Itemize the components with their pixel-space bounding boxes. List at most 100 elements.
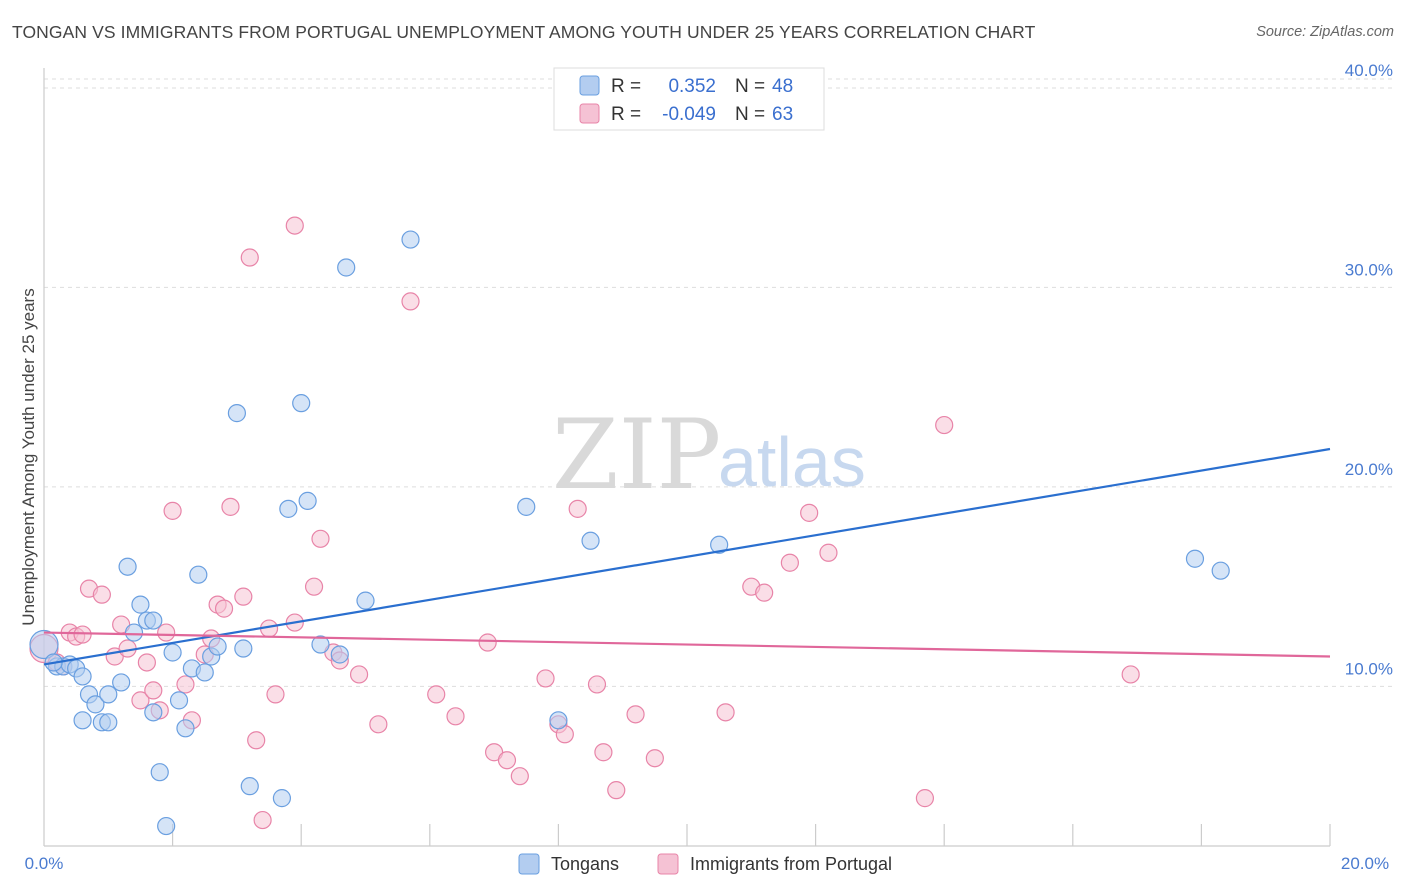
series-immigrants-from-portugal — [29, 216, 1140, 830]
y-axis-label: Unemployment Among Youth under 25 years — [19, 288, 38, 625]
y-tick-label-10: 10.0% — [1345, 659, 1393, 678]
point-tongans-38 — [337, 258, 356, 277]
point-portugal-62 — [1121, 665, 1140, 684]
point-tongans-22 — [169, 691, 189, 710]
point-tongans-5 — [73, 667, 92, 686]
point-tongans-19 — [150, 763, 169, 782]
point-tongans-25 — [189, 565, 208, 584]
y-tick-label-20: 20.0% — [1345, 460, 1393, 479]
point-portugal-40 — [446, 707, 465, 726]
point-portugal-23 — [221, 497, 240, 516]
point-portugal-51 — [607, 781, 626, 800]
point-portugal-33 — [311, 529, 330, 548]
point-tongans-30 — [234, 639, 253, 658]
legend-n-value-1: 48 — [772, 76, 793, 97]
point-portugal-17 — [176, 675, 195, 694]
point-tongans-40 — [401, 230, 420, 249]
point-portugal-25 — [240, 248, 259, 267]
point-portugal-58 — [800, 503, 819, 522]
point-tongans-0 — [29, 629, 59, 660]
trend-line-tongans — [43, 447, 1331, 666]
chart-source: Source: ZipAtlas.com — [1256, 24, 1394, 40]
point-tongans-43 — [581, 531, 600, 550]
point-tongans-13 — [118, 557, 137, 576]
point-tongans-37 — [330, 645, 349, 664]
point-portugal-13 — [144, 681, 163, 700]
watermark-zip: ZIP — [552, 399, 721, 511]
x-tick-label-max: 20.0% — [1341, 854, 1389, 873]
legend-r-value-2: -0.049 — [662, 104, 716, 125]
point-portugal-29 — [266, 685, 285, 704]
point-portugal-7 — [92, 585, 111, 604]
point-tongans-8 — [86, 695, 105, 714]
trend-line-portugal — [43, 631, 1331, 658]
point-tongans-36 — [311, 635, 330, 654]
point-tongans-12 — [112, 673, 131, 692]
point-portugal-24 — [234, 587, 253, 606]
point-portugal-50 — [594, 743, 613, 762]
point-tongans-35 — [298, 491, 317, 510]
series-tongans — [29, 230, 1230, 836]
point-portugal-22 — [214, 599, 234, 618]
point-portugal-41 — [478, 633, 497, 652]
legend-r-value-1: 0.352 — [668, 76, 716, 97]
point-portugal-32 — [304, 577, 324, 596]
legend-n-label-2: N = — [735, 104, 765, 125]
point-tongans-10 — [99, 685, 118, 704]
point-portugal-37 — [369, 715, 388, 734]
point-portugal-16 — [163, 501, 182, 520]
x-ticks — [172, 824, 1331, 846]
point-portugal-27 — [253, 810, 272, 830]
point-portugal-5 — [73, 625, 92, 644]
point-portugal-59 — [819, 543, 838, 562]
point-portugal-11 — [131, 691, 150, 710]
legend-r-label-2: R = — [611, 104, 641, 125]
point-tongans-31 — [240, 777, 259, 796]
point-tongans-6 — [73, 711, 92, 730]
chart-title: TONGAN VS IMMIGRANTS FROM PORTUGAL UNEMP… — [12, 22, 1036, 42]
point-tongans-18 — [144, 703, 163, 722]
point-tongans-45 — [1185, 549, 1205, 568]
point-portugal-43 — [497, 751, 517, 770]
point-tongans-17 — [144, 611, 163, 630]
point-tongans-23 — [176, 719, 195, 738]
point-portugal-31 — [285, 216, 304, 235]
x-tick-label-min: 0.0% — [25, 854, 64, 873]
legend-label-tongans: Tongans — [551, 854, 619, 874]
legend-swatch-portugal-bottom — [657, 853, 679, 875]
point-portugal-61 — [935, 415, 954, 435]
point-portugal-38 — [401, 292, 420, 311]
point-portugal-15 — [157, 623, 176, 642]
point-portugal-36 — [349, 665, 369, 684]
point-tongans-46 — [1211, 561, 1230, 580]
point-portugal-45 — [536, 669, 555, 688]
y-tick-labels: 10.0% 20.0% 30.0% 40.0% — [1345, 61, 1393, 678]
point-tongans-42 — [549, 711, 568, 730]
point-tongans-20 — [157, 816, 176, 836]
point-portugal-26 — [247, 731, 266, 750]
point-portugal-12 — [137, 653, 156, 672]
legend-swatch-tongans — [579, 75, 600, 96]
point-tongans-41 — [517, 497, 536, 516]
watermark-atlas: atlas — [718, 423, 866, 501]
legend-label-portugal: Immigrants from Portugal — [690, 854, 892, 874]
point-portugal-56 — [755, 583, 774, 602]
legend-r-label-1: R = — [611, 76, 641, 97]
point-tongans-21 — [163, 643, 182, 662]
point-tongans-26 — [195, 663, 214, 682]
point-portugal-54 — [716, 703, 735, 722]
point-portugal-53 — [645, 749, 664, 768]
y-tick-label-40: 40.0% — [1345, 61, 1393, 80]
series-legend: Tongans Immigrants from Portugal — [518, 853, 892, 875]
legend-n-label-1: N = — [735, 76, 765, 97]
point-portugal-44 — [510, 767, 529, 786]
watermark: ZIP atlas — [552, 399, 866, 511]
point-portugal-52 — [626, 705, 645, 724]
point-tongans-28 — [208, 637, 227, 656]
point-tongans-33 — [279, 499, 298, 518]
point-tongans-34 — [292, 394, 311, 413]
point-tongans-14 — [124, 623, 144, 642]
point-tongans-32 — [272, 789, 292, 808]
legend-swatch-tongans-bottom — [518, 853, 540, 875]
